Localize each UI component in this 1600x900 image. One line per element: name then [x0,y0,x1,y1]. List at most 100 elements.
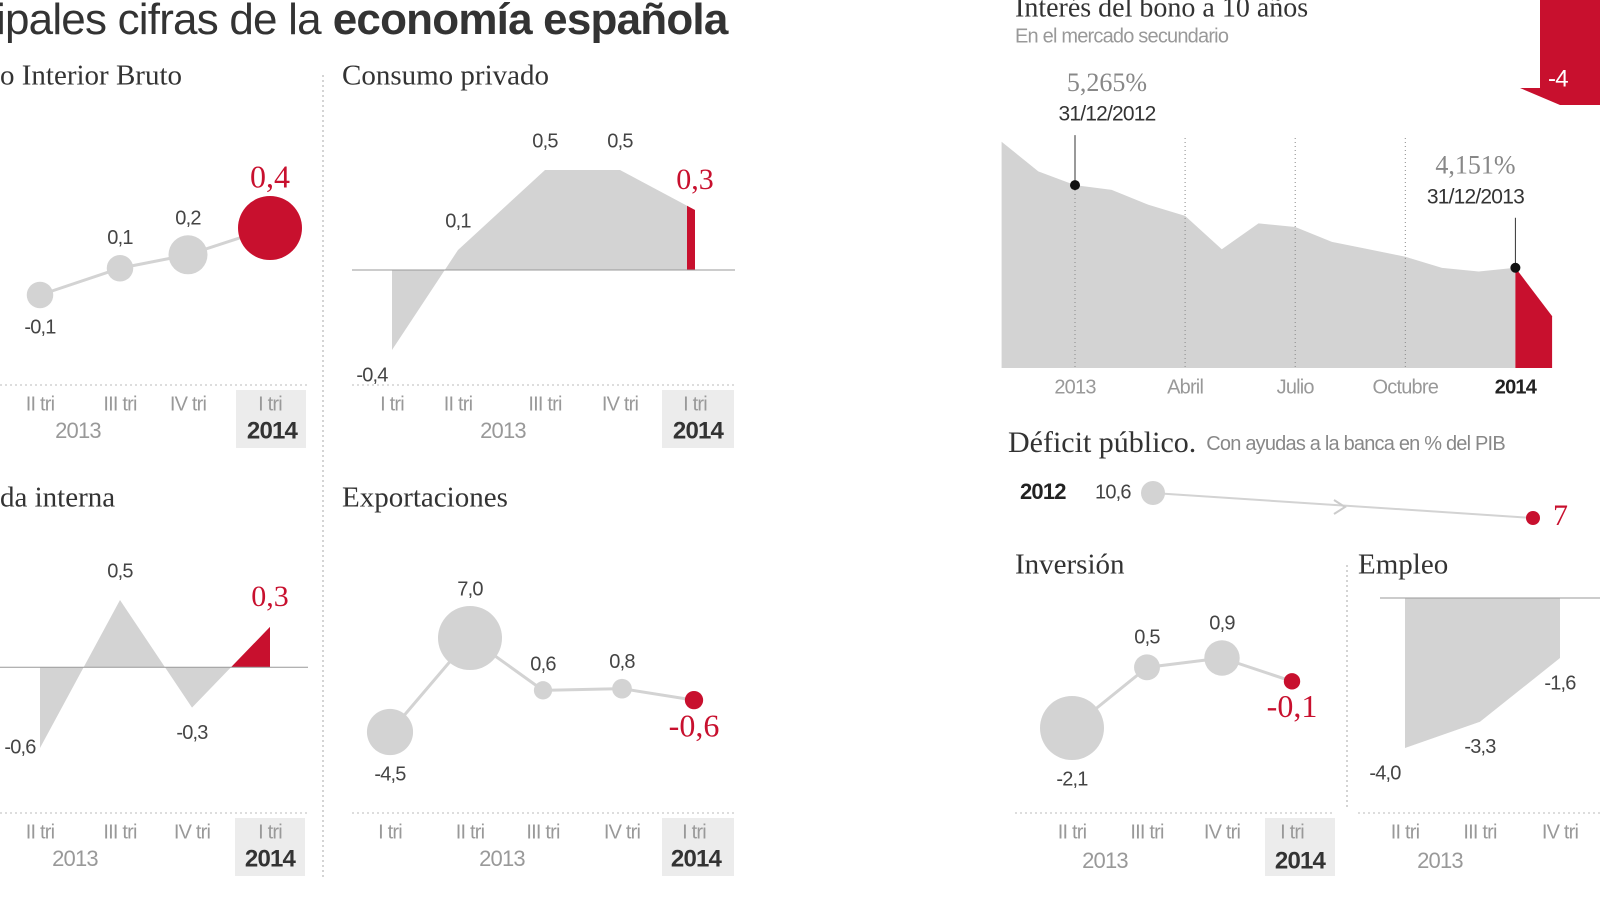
highlight-area [687,205,695,270]
badge-label: -4 [1548,65,1568,92]
chart-title: Déficit público. Con ayudas a la banca en… [1008,426,1505,459]
value-label: -3,3 [1464,736,1496,758]
badge-shape [1520,0,1600,105]
bubble [238,196,302,260]
x-tick-label: I tri [682,821,706,843]
value-label: -0,6 [669,708,720,744]
bubble [106,254,134,282]
highlight-area [231,626,270,668]
value-label: -0,3 [176,722,208,744]
x-tick-label: I tri [378,821,402,843]
chart-subtitle: En el mercado secundario [1015,25,1229,47]
x-tick-label: II tri [1391,821,1420,843]
value-label: 0,5 [107,560,133,582]
x-tick-label: IV tri [1204,821,1241,843]
annotation-value: 5,265% [1067,68,1147,97]
area [1405,598,1560,748]
x-tick-label: IV tri [170,393,207,415]
bubble [438,606,502,670]
chart-title: da interna [0,482,115,514]
value-label: 0,6 [530,653,556,675]
x-tick-label: Abril [1167,376,1203,398]
highlight-box [1265,818,1335,876]
title-sub: Con ayudas a la banca en % del PIB [1206,433,1505,455]
title-bold: economía española [333,0,729,44]
value-label: -0,6 [4,736,36,758]
value-label: 0,4 [250,158,290,194]
value-label: 0,2 [175,208,201,230]
chart-title: Consumo privado [342,60,549,92]
x-tick-label: II tri [26,821,55,843]
connector [39,226,271,297]
bubble [533,681,553,700]
x-tick-label: I tri [258,821,282,843]
arrow [1333,499,1347,515]
chart-title: Inversión [1015,549,1125,581]
bubble [168,235,208,275]
point [1141,481,1165,505]
x-tick-label: II tri [26,393,55,415]
bubble [26,281,54,309]
chart-title: Interés del bono a 10 años [1015,0,1308,23]
x-tick-label: Octubre [1373,376,1439,398]
x-tick-label: I tri [380,393,404,415]
group-label: 2013 [1417,848,1463,873]
x-tick-label: III tri [528,393,562,415]
value-label: 0,5 [607,130,633,152]
group-label: 2013 [52,846,98,871]
x-tick-label: I tri [683,393,707,415]
x-tick-label: I tri [258,393,282,415]
value-label: -2,1 [1056,768,1088,790]
highlight-box [235,818,305,876]
value-label: -4,0 [1369,762,1401,784]
x-tick-label: II tri [456,821,485,843]
annotation-date: 31/12/2013 [1427,185,1524,208]
group-label: 2014 [245,845,297,872]
x-tick-label: 2013 [1054,376,1096,398]
bubble [684,690,704,710]
bubble [1040,696,1104,760]
chart-title: Exportaciones [342,482,508,514]
x-tick-label: II tri [444,393,473,415]
x-tick-label: I tri [1280,821,1304,843]
x-tick-label: III tri [1463,821,1497,843]
x-tick-label: III tri [103,821,137,843]
value-label: 0,1 [445,210,471,232]
annotation-date: 31/12/2012 [1058,103,1155,126]
bubble [612,678,632,699]
highlight-box [662,818,734,876]
value-label: -0,1 [1267,688,1318,724]
value-label: 0,3 [676,163,714,196]
group-label: 2013 [1082,848,1128,873]
bubble [1134,654,1160,681]
annotation-point [1510,262,1521,273]
area [392,170,695,350]
value-label: 0,5 [532,130,558,152]
connector [1071,656,1293,730]
main-title: ipales cifras de la economía española [0,0,729,44]
x-tick-label: IV tri [604,821,641,843]
x-tick-label: Julio [1277,376,1315,398]
group-label: 2013 [479,846,525,871]
chart-title: Empleo [1358,549,1448,581]
annotation-value: 4,151% [1435,151,1515,180]
highlight-box [662,390,734,448]
value-label: 0,9 [1209,613,1235,635]
group-label: 2013 [480,418,526,443]
group-label: 2013 [55,418,101,443]
value-label: -0,4 [356,364,388,386]
value-label: 0,3 [251,580,289,613]
x-tick-label: IV tri [1542,821,1579,843]
title-light: ipales cifras de la [0,0,322,44]
value-label: 0,5 [1134,627,1160,649]
area [40,600,270,748]
x-tick-label: 2014 [1495,376,1538,398]
annotation-point [1070,180,1080,191]
value-label: 7,0 [457,578,483,600]
highlight-box [236,390,306,448]
value-label: 7 [1553,499,1568,532]
chart-title: o Interior Bruto [0,60,182,92]
group-label: 2014 [671,845,723,872]
group-label: 2014 [1275,847,1327,874]
